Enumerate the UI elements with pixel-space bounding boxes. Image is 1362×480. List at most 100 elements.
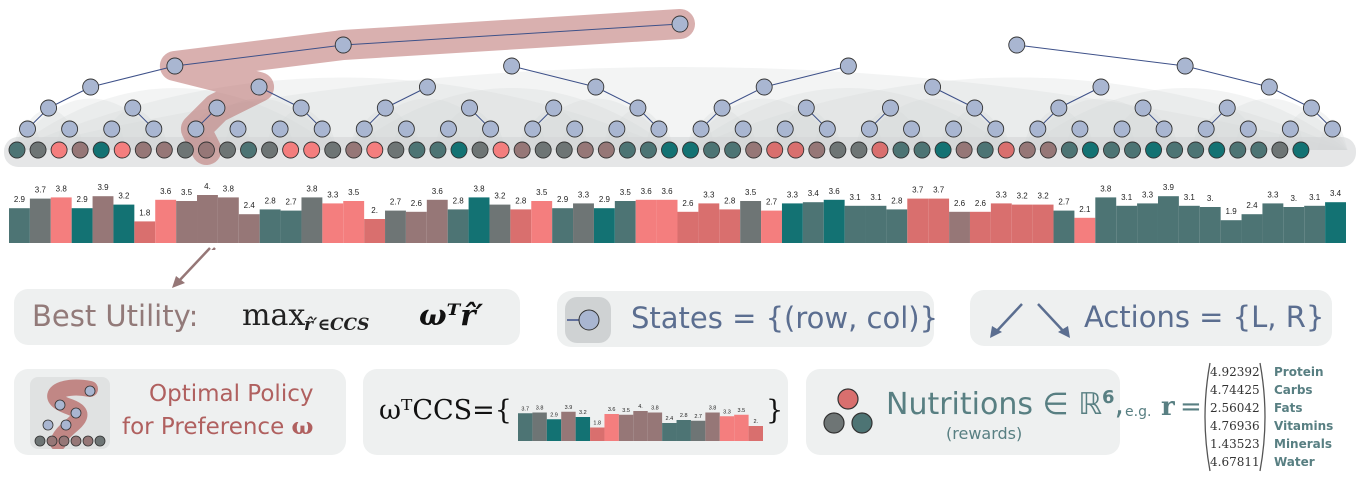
bar-value-label: 3.3 bbox=[996, 190, 1008, 199]
leaf-node bbox=[555, 141, 573, 159]
state-node bbox=[629, 99, 647, 117]
leaf-node bbox=[155, 141, 173, 159]
optimal-policy-panel: Optimal Policy for Preference ω bbox=[14, 369, 346, 455]
leaf-node bbox=[976, 141, 994, 159]
bar-value-label: 2.8 bbox=[724, 196, 736, 205]
tree-edge bbox=[343, 23, 681, 46]
bar bbox=[134, 221, 156, 243]
leaf-node bbox=[197, 141, 215, 159]
reward-vector-symbol: r bbox=[1161, 392, 1175, 422]
mini-bar-label: 1.8 bbox=[593, 421, 601, 427]
mini-bar-label: 2. bbox=[753, 419, 758, 425]
state-node bbox=[545, 99, 563, 117]
bar bbox=[364, 219, 386, 243]
bar bbox=[197, 195, 218, 243]
leaf-node bbox=[576, 141, 594, 159]
bar bbox=[1178, 205, 1200, 243]
bar bbox=[1283, 207, 1305, 243]
mini-bar bbox=[748, 426, 763, 441]
binary-tree-diagram: 2.9 3.7 3.8 2.9 3.9 3.2 1.8 3.6 3.5 4. 3.8 2.4 2.8 2.… bbox=[4, 9, 1356, 250]
leaf-node bbox=[366, 141, 384, 159]
bar-value-label: 3.3 bbox=[1142, 190, 1154, 199]
bar bbox=[949, 211, 970, 243]
mini-bar bbox=[690, 420, 706, 441]
leaf-node bbox=[92, 141, 110, 159]
bar-value-label: 2.8 bbox=[891, 196, 903, 205]
tree-edge bbox=[90, 65, 175, 88]
leaf-node bbox=[345, 141, 363, 159]
bar-value-label: 3.6 bbox=[432, 187, 444, 196]
leaf-node bbox=[745, 141, 763, 159]
mini-bar bbox=[647, 412, 663, 441]
best-utility-label: Best Utility: bbox=[32, 299, 199, 333]
bar-value-label: 3.2 bbox=[494, 192, 506, 201]
bar bbox=[238, 214, 260, 243]
mini-bar-label: 2.9 bbox=[550, 412, 558, 418]
state-node bbox=[945, 120, 963, 138]
leaf-node bbox=[113, 141, 131, 159]
bar-value-label: 3.1 bbox=[870, 193, 882, 202]
leaf-node bbox=[829, 141, 847, 159]
state-node bbox=[482, 120, 500, 138]
state-node bbox=[145, 120, 163, 138]
bar bbox=[71, 208, 93, 243]
best-utility-panel: Best Utility: max r̂′∈CCS ωᵀr̂′ bbox=[14, 289, 520, 345]
bar-value-label: 3.3 bbox=[1267, 190, 1279, 199]
leaf-node bbox=[1124, 141, 1141, 159]
bar bbox=[1241, 214, 1263, 243]
state-node bbox=[1092, 78, 1110, 96]
leaf-node bbox=[871, 141, 889, 159]
omega-symbol: ω bbox=[291, 413, 314, 440]
leaf-node bbox=[471, 141, 489, 159]
bar bbox=[1095, 197, 1117, 243]
bar bbox=[343, 201, 365, 243]
state-node bbox=[860, 120, 878, 138]
state-node bbox=[124, 99, 142, 117]
bar bbox=[593, 208, 615, 243]
state-node bbox=[566, 120, 584, 138]
bar-value-label: 2.7 bbox=[766, 198, 778, 207]
leaf-node bbox=[50, 141, 68, 159]
bar-value-label: 1.8 bbox=[139, 208, 151, 217]
bar-value-label: 3.1 bbox=[1309, 193, 1321, 202]
bar bbox=[1262, 203, 1284, 243]
bar-value-label: 3.3 bbox=[578, 190, 590, 199]
state-node bbox=[903, 120, 920, 138]
bar-value-label: 4. bbox=[204, 182, 211, 191]
state-node bbox=[1050, 99, 1068, 117]
state-node bbox=[19, 120, 36, 138]
bar-value-label: 3.2 bbox=[118, 192, 130, 201]
bar bbox=[50, 197, 72, 243]
leaf-node bbox=[408, 141, 426, 159]
leaf-node bbox=[703, 141, 721, 159]
bar-value-label: 3.6 bbox=[661, 187, 673, 196]
reward-vector-values: 4.92392 4.74425 2.56042 4.76936 1.43523 4.678… bbox=[1210, 363, 1260, 471]
reward-vector-names: Protein Carbs Fats Vitamins Minerals Water bbox=[1274, 363, 1360, 471]
leaf-node bbox=[134, 141, 152, 159]
bar bbox=[1325, 202, 1346, 243]
leaf-node bbox=[1229, 141, 1247, 159]
state-node bbox=[987, 120, 1005, 138]
eg-label: e.g. bbox=[1125, 404, 1152, 420]
state-node bbox=[82, 78, 100, 96]
state-node bbox=[1113, 120, 1131, 138]
state-node bbox=[271, 120, 289, 138]
state-node bbox=[503, 57, 521, 75]
mini-bar bbox=[676, 420, 691, 441]
bar-value-label: 3.1 bbox=[1121, 193, 1133, 202]
bar bbox=[698, 203, 720, 243]
bar bbox=[405, 211, 427, 243]
bar bbox=[907, 198, 929, 243]
state-node bbox=[292, 99, 310, 117]
nutrition-circles-icon bbox=[823, 388, 873, 434]
mini-bar-label: 3.8 bbox=[536, 406, 544, 412]
bar-value-label: 3.5 bbox=[620, 188, 632, 197]
tree-edge bbox=[511, 65, 596, 88]
node-halo bbox=[1022, 88, 1348, 150]
state-nodes bbox=[19, 15, 1341, 138]
state-node bbox=[734, 120, 752, 138]
leaf-node bbox=[892, 141, 910, 159]
bar bbox=[886, 209, 908, 243]
bar-value-label: 2.6 bbox=[682, 199, 694, 208]
bar-value-label: 3.1 bbox=[850, 193, 862, 202]
